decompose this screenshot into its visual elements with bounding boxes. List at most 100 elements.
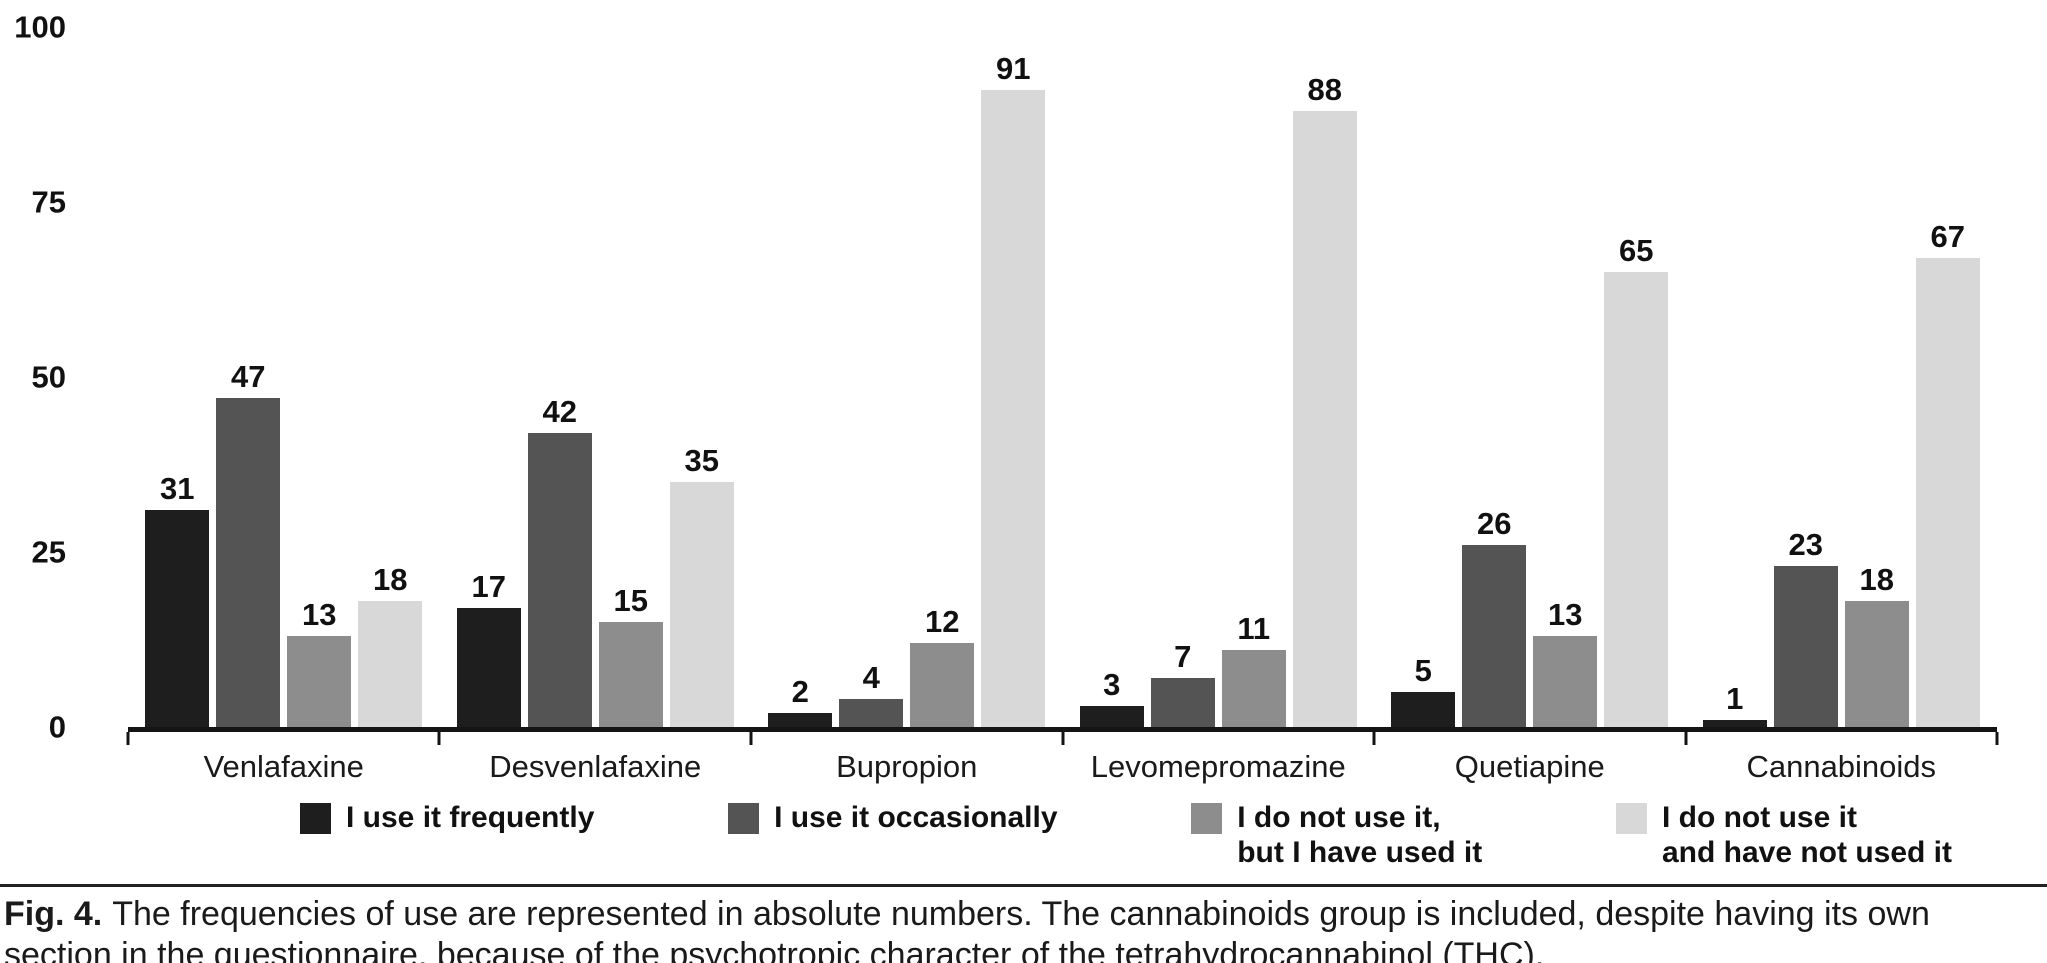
category-label: Bupropion: [836, 749, 978, 784]
bar-wrapper: 47: [216, 27, 281, 727]
bar-value-label: 65: [1619, 233, 1654, 268]
bar-value-label: 26: [1477, 506, 1512, 541]
figure-caption: Fig. 4. The frequencies of use are repres…: [4, 894, 2043, 963]
bar-wrapper: 18: [1844, 27, 1909, 727]
bar: [669, 482, 734, 727]
x-ticks: [126, 732, 1999, 746]
bar-value-label: 47: [231, 359, 266, 394]
bar-value-label: 88: [1307, 72, 1342, 107]
bar: [1079, 706, 1144, 727]
bar: [1915, 258, 1980, 727]
bar-wrapper: 5: [1391, 27, 1456, 727]
y-tick-label: 75: [31, 184, 66, 220]
bar: [1221, 650, 1286, 727]
bar-value-label: 23: [1788, 527, 1823, 562]
plot-area: 31 47 13 18 17 42 15 35 2 4 12 91 3 7 11 88 5 26 13 65 1 23 18…: [128, 27, 1997, 732]
caption-divider: [0, 884, 2047, 887]
bar: [910, 643, 975, 727]
bar-wrapper: 31: [145, 27, 210, 727]
bar-value-label: 15: [613, 583, 648, 618]
x-tick: [1995, 732, 1999, 745]
bar-wrapper: 4: [839, 27, 904, 727]
figure-caption-text: The frequencies of use are represented i…: [4, 895, 1930, 963]
bar: [1773, 566, 1838, 727]
bar-wrapper: 42: [527, 27, 592, 727]
bar: [1702, 720, 1767, 727]
category-label: Venlafaxine: [203, 749, 364, 784]
legend-item: I do not use it and have not used it: [1615, 800, 1952, 871]
bar-group: 1 23 18 67: [1686, 27, 1998, 727]
bar-wrapper: 17: [456, 27, 521, 727]
bar-value-label: 13: [1548, 597, 1583, 632]
bar-value-label: 3: [1103, 667, 1121, 702]
bar: [768, 713, 833, 727]
bar-wrapper: 18: [358, 27, 423, 727]
y-tick-label: 25: [31, 534, 66, 570]
legend-label: I use it frequently: [346, 801, 595, 834]
legend-item: I use it frequently: [300, 800, 594, 835]
bar-group: 5 26 13 65: [1374, 27, 1686, 727]
legend-swatch: [300, 803, 331, 834]
bar: [1292, 111, 1357, 727]
bar-wrapper: 26: [1462, 27, 1527, 727]
bar-value-label: 18: [1859, 562, 1894, 597]
bar: [1150, 678, 1215, 727]
bar-wrapper: 35: [669, 27, 734, 727]
y-tick-label: 100: [14, 9, 66, 45]
legend-item: I do not use it, but I have used it: [1191, 800, 1482, 871]
legend-item: I use it occasionally: [728, 800, 1058, 835]
bar-wrapper: 15: [598, 27, 663, 727]
bar-wrapper: 13: [287, 27, 352, 727]
bar: [456, 608, 521, 727]
legend-label: I use it occasionally: [774, 801, 1058, 834]
bar-value-label: 4: [862, 660, 880, 695]
bar-wrapper: 7: [1150, 27, 1215, 727]
bar: [1844, 601, 1909, 727]
bar-wrapper: 23: [1773, 27, 1838, 727]
bar-value-label: 67: [1930, 219, 1965, 254]
category-label: Quetiapine: [1454, 749, 1605, 784]
category-label: Levomepromazine: [1090, 749, 1346, 784]
bar-group: 2 4 12 91: [751, 27, 1063, 727]
bar-wrapper: 13: [1533, 27, 1598, 727]
bar-value-label: 35: [684, 443, 719, 478]
bar-wrapper: 12: [910, 27, 975, 727]
bar-value-label: 31: [160, 471, 195, 506]
bar-value-label: 13: [302, 597, 337, 632]
x-axis-labels: Venlafaxine Desvenlafaxine Bupropion Levome…: [128, 749, 1997, 784]
legend-swatch: [1615, 803, 1647, 834]
bar: [527, 433, 592, 727]
bar-value-label: 42: [542, 394, 577, 429]
bar: [358, 601, 423, 727]
x-tick: [1684, 732, 1687, 745]
bar-wrapper: 67: [1915, 27, 1980, 727]
bar-wrapper: 65: [1604, 27, 1669, 727]
bar: [1462, 545, 1527, 727]
bar-value-label: 11: [1237, 611, 1271, 646]
category-label: Cannabinoids: [1746, 749, 1937, 784]
bar-value-label: 12: [925, 604, 960, 639]
bar-value-label: 91: [996, 51, 1031, 86]
x-tick: [749, 732, 753, 745]
category-label: Desvenlafaxine: [489, 749, 702, 784]
bar: [287, 636, 352, 727]
bar-value-label: 17: [471, 569, 506, 604]
x-tick: [1061, 732, 1064, 745]
bar-wrapper: 1: [1702, 27, 1767, 727]
legend-label: I do not use it, but I have used it: [1237, 801, 1483, 870]
bar-value-label: 5: [1414, 653, 1432, 688]
y-tick-label: 0: [48, 709, 66, 745]
bar-value-label: 7: [1174, 639, 1192, 674]
bar: [216, 398, 281, 727]
bar-value-label: 1: [1726, 681, 1744, 716]
legend-label: I do not use it and have not used it: [1661, 801, 1952, 870]
bar-wrapper: 91: [981, 27, 1046, 727]
bar-group: 17 42 15 35: [440, 27, 752, 727]
bar-wrapper: 11: [1221, 27, 1286, 727]
bar-wrapper: 88: [1292, 27, 1357, 727]
bar-value-label: 18: [373, 562, 408, 597]
x-tick: [1372, 732, 1376, 745]
figure-caption-label: Fig. 4.: [4, 895, 103, 933]
legend: I use it frequently I use it occasionally…: [300, 800, 1952, 871]
